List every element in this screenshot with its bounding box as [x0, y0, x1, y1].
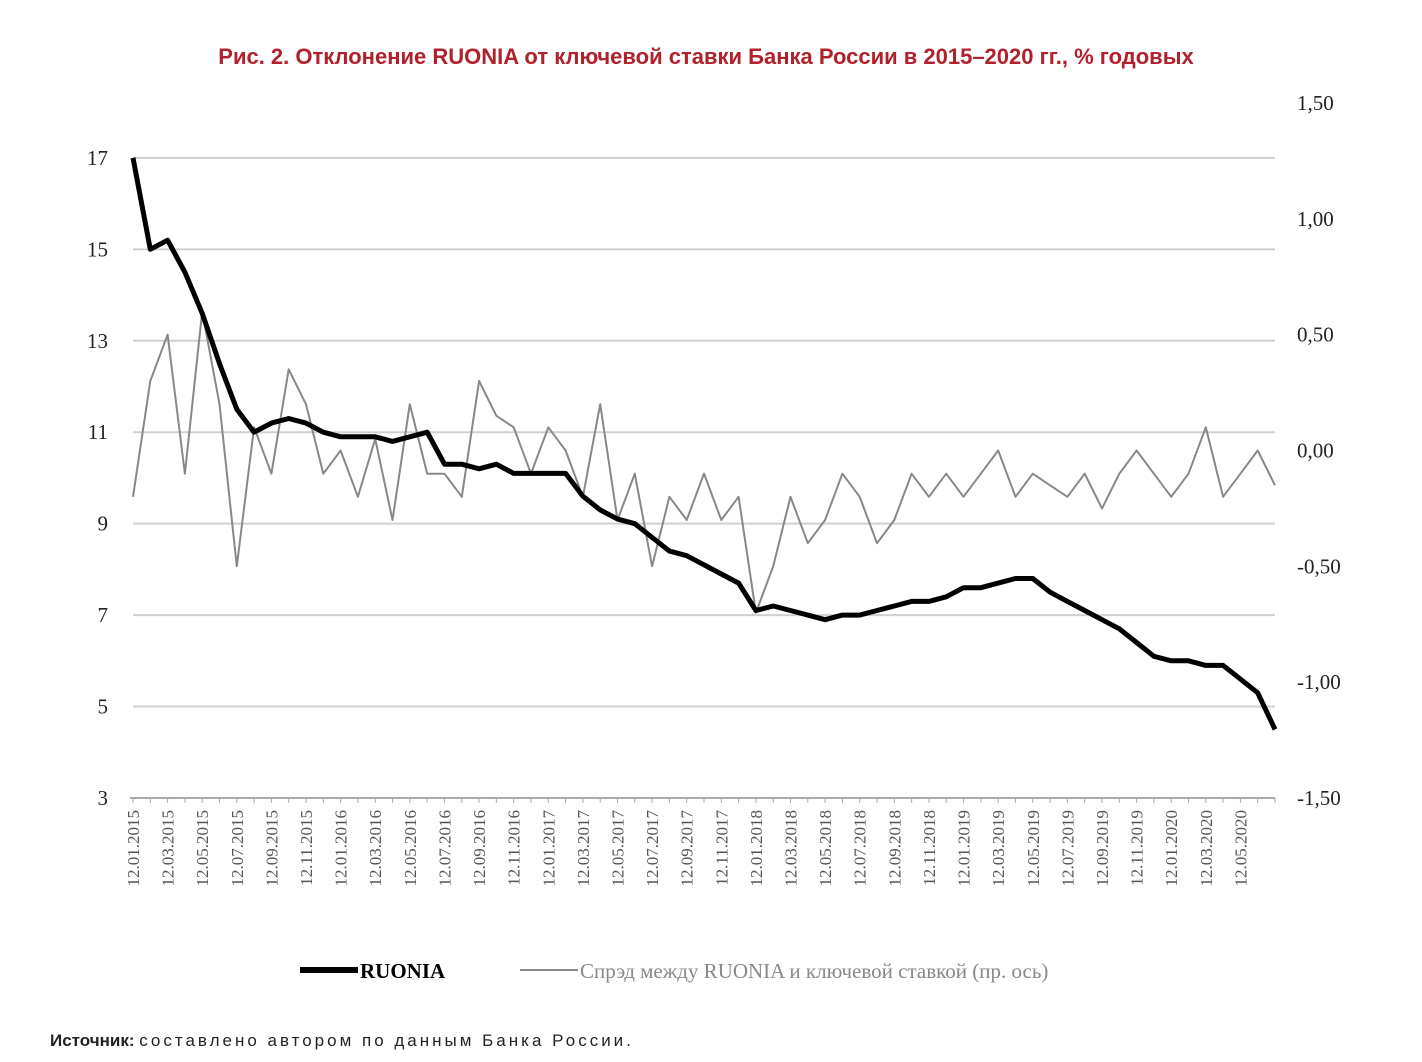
x-tick-label: 12.09.2017 — [678, 810, 697, 887]
x-tick-label: 12.03.2017 — [574, 810, 593, 887]
y-tick-label: 5 — [98, 695, 109, 719]
x-tick-label: 12.09.2019 — [1093, 810, 1112, 887]
chart-title: Рис. 2. Отклонение RUONIA от ключевой ст… — [218, 44, 1194, 69]
x-tick-label: 12.05.2018 — [816, 810, 835, 887]
source: Источник: составлено автором по данным Б… — [50, 1031, 634, 1050]
x-tick-label: 12.05.2020 — [1231, 810, 1250, 887]
x-tick-label: 12.01.2019 — [955, 810, 974, 887]
x-tick-label: 12.03.2015 — [159, 810, 178, 887]
x-tick-label: 12.05.2017 — [608, 810, 627, 887]
x-tick-label: 12.11.2018 — [920, 810, 939, 886]
x-tick-label: 12.07.2015 — [228, 810, 247, 887]
x-tick-label: 12.01.2017 — [539, 810, 558, 887]
x-tick-label: 12.01.2020 — [1162, 810, 1181, 887]
x-tick-label: 12.11.2015 — [297, 810, 316, 886]
series-line — [132, 310, 1276, 614]
y-tick-label: 15 — [87, 237, 108, 261]
x-tick-label: 12.11.2017 — [712, 810, 731, 886]
x-tick-label: 12.05.2019 — [1024, 810, 1043, 887]
x-tick-label: 12.07.2019 — [1058, 810, 1077, 887]
y2-tick-label: 0,50 — [1297, 323, 1334, 347]
x-tick-label: 12.03.2020 — [1197, 810, 1216, 887]
x-tick-label: 12.07.2017 — [643, 810, 662, 887]
y-tick-label: 17 — [87, 146, 108, 170]
x-tick-label: 12.09.2015 — [262, 810, 281, 887]
y2-tick-label: -1,50 — [1297, 786, 1341, 810]
y2-tick-label: -0,50 — [1297, 554, 1341, 578]
x-tick-label: 12.03.2018 — [782, 810, 801, 887]
x-tick-label: 12.09.2018 — [885, 810, 904, 887]
x-tick-label: 12.11.2016 — [505, 810, 524, 886]
legend-label: RUONIA — [360, 959, 446, 983]
series-line — [130, 157, 1278, 731]
source-label: Источник: — [50, 1031, 135, 1050]
y2-tick-label: 1,50 — [1297, 91, 1334, 115]
y2-tick-label: -1,00 — [1297, 670, 1341, 694]
x-tick-label: 12.09.2016 — [470, 810, 489, 887]
y-tick-label: 7 — [98, 603, 109, 627]
legend-label: Спрэд между RUONIA и ключевой ставкой (п… — [580, 959, 1048, 983]
x-tick-label: 12.01.2015 — [124, 810, 143, 887]
y2-tick-label: 1,00 — [1297, 207, 1334, 231]
x-tick-label: 12.11.2019 — [1128, 810, 1147, 886]
x-tick-label: 12.05.2016 — [401, 810, 420, 887]
x-tick-label: 12.03.2016 — [366, 810, 385, 887]
y-tick-label: 11 — [88, 420, 108, 444]
y-tick-label: 3 — [98, 786, 109, 810]
x-tick-label: 12.01.2016 — [332, 810, 351, 887]
y2-tick-label: 0,00 — [1297, 439, 1334, 463]
x-tick-label: 12.01.2018 — [747, 810, 766, 887]
y-tick-label: 9 — [98, 512, 109, 536]
x-tick-label: 12.03.2019 — [989, 810, 1008, 887]
x-tick-label: 12.05.2015 — [193, 810, 212, 887]
y-tick-label: 13 — [87, 329, 108, 353]
x-tick-label: 12.07.2016 — [435, 810, 454, 887]
source-text: составлено автором по данным Банка Росси… — [139, 1031, 634, 1050]
x-tick-label: 12.07.2018 — [851, 810, 870, 887]
